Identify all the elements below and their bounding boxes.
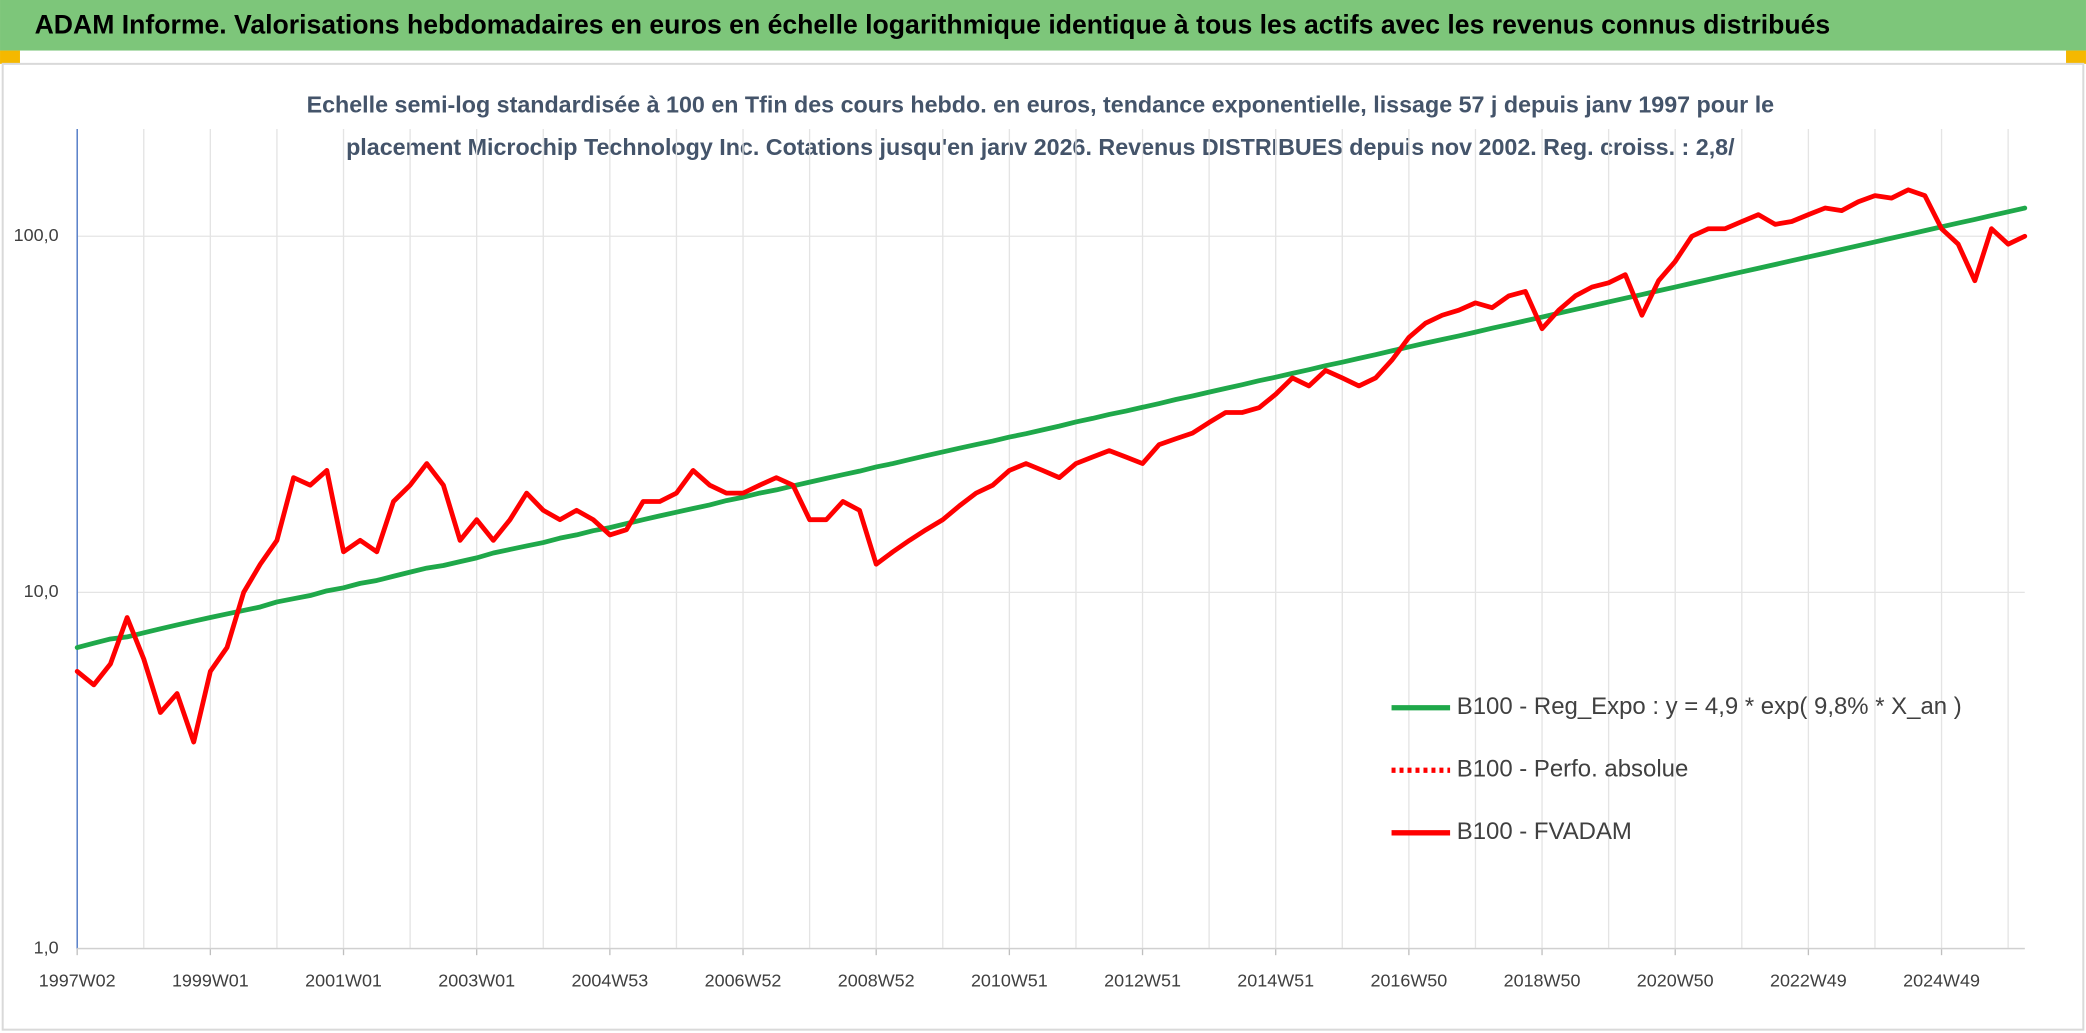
legend-label: B100 - Perfo. absolue: [1457, 756, 1689, 783]
x-tick-label: 2008W52: [838, 971, 915, 991]
x-tick-label: 2004W53: [571, 971, 648, 991]
page-title: ADAM Informe. Valorisations hebdomadaire…: [35, 10, 1831, 40]
legend-label: B100 - Reg_Expo : y = 4,9 * exp( 9,8% * …: [1457, 693, 1962, 720]
data-line: [74, 205, 2028, 650]
x-tick-label: 2006W52: [705, 971, 782, 991]
y-tick-label: 10,0: [24, 581, 59, 601]
chart-subtitle: Echelle semi-log standardisée à 100 en T…: [307, 92, 1775, 118]
header-band: [0, 0, 2086, 51]
x-tick-label: 2010W51: [971, 971, 1048, 991]
x-tick-label: 1999W01: [172, 971, 249, 991]
y-tick-label: 100,0: [14, 225, 59, 245]
x-tick-label: 2003W01: [438, 971, 515, 991]
x-tick-label: 2012W51: [1104, 971, 1181, 991]
chart-subtitle: placement Microchip Technology Inc. Cota…: [346, 134, 1735, 160]
data-line: [74, 187, 2028, 745]
legend-label: B100 - FVADAM: [1457, 818, 1632, 845]
corner-mark: [2066, 50, 2086, 64]
x-tick-label: 2024W49: [1903, 971, 1980, 991]
corner-mark: [0, 50, 20, 64]
y-tick-label: 1,0: [34, 937, 59, 957]
x-tick-label: 2020W50: [1637, 971, 1714, 991]
x-tick-label: 1997W02: [39, 971, 116, 991]
x-tick-label: 2022W49: [1770, 971, 1847, 991]
x-tick-label: 2014W51: [1237, 971, 1314, 991]
x-tick-label: 2016W50: [1370, 971, 1447, 991]
chart-frame: [1, 62, 2085, 1031]
x-tick-label: 2001W01: [305, 971, 382, 991]
x-tick-label: 2018W50: [1504, 971, 1581, 991]
